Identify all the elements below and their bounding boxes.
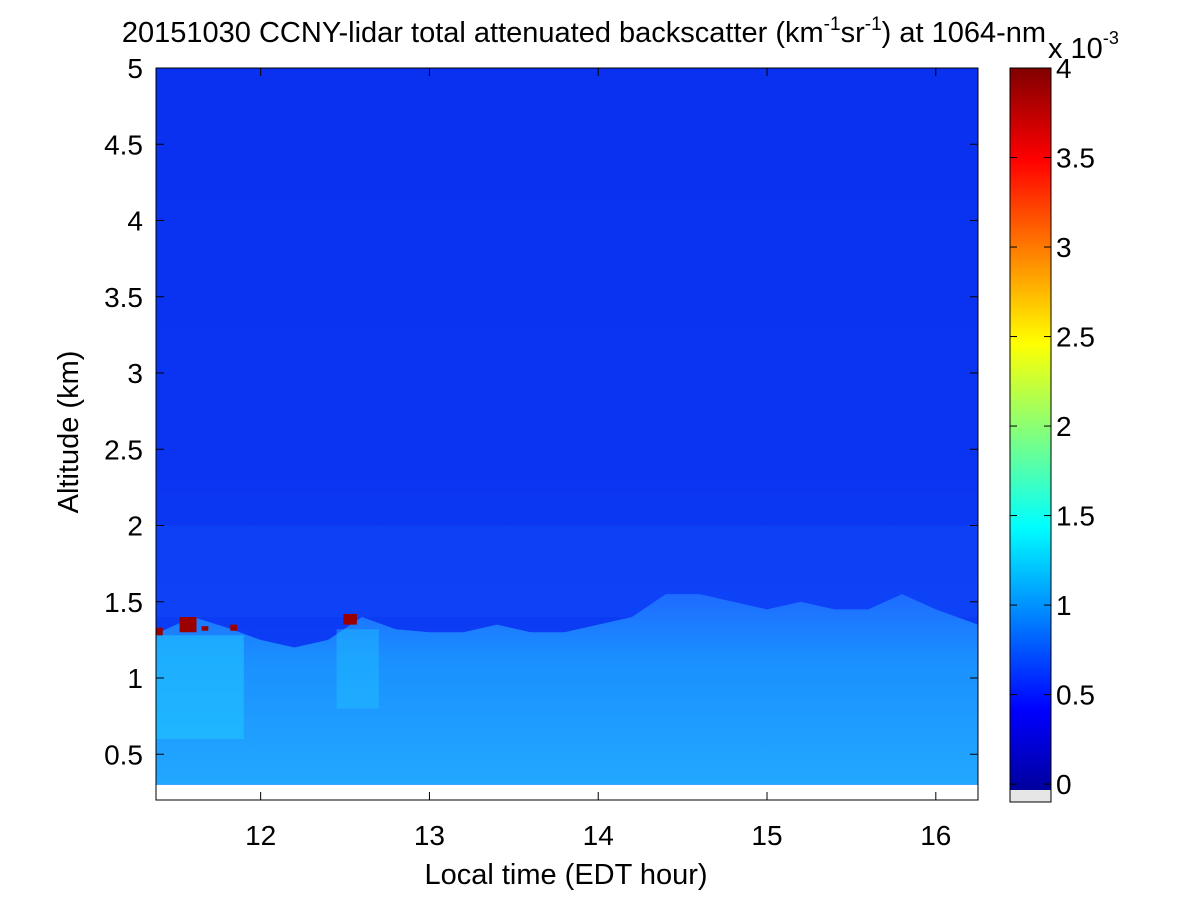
high-backscatter-patch [343,613,357,625]
title-superscript: -1 [865,14,882,35]
x-tick-label: 13 [414,820,445,851]
colorbar-tick-label: 4 [1056,53,1072,84]
colorbar-tick-label: 0 [1056,769,1072,800]
boundary-layer [156,594,978,785]
x-axis: 12 13 14 15 16 [245,68,951,851]
x-tick-label: 15 [751,820,782,851]
y-tick-label: 1.5 [104,587,143,618]
residual-layer-zone [156,525,978,617]
high-backscatter-patch [230,624,238,631]
colorbar-exponent: x 10-3 [1048,28,1119,65]
colorbar-ticks: 0 0.5 1 1.5 2 2.5 3 3.5 4 [1010,53,1095,800]
colorbar-tick-label: 1 [1056,590,1072,621]
colorbar-below-range [1010,790,1051,802]
colorbar: 0 0.5 1 1.5 2 2.5 3 3.5 4 x 10-3 [1009,28,1119,803]
plot-area [155,67,979,801]
y-tick-label: 2 [127,511,143,542]
colorbar-gradient [1010,68,1051,802]
y-tick-label: 0.5 [104,739,143,770]
x-axis-label: Local time (EDT hour) [424,859,707,891]
chart-title: 20151030 CCNY-lidar total attenuated bac… [122,14,1046,49]
colorbar-tick-label: 0.5 [1056,680,1095,711]
x-tick-label: 12 [245,820,276,851]
high-backscatter-patch [201,626,209,631]
y-tick-label: 3 [127,358,143,389]
y-axis-label: Altitude (km) [53,351,85,514]
colorbar-tick-label: 2.5 [1056,322,1095,353]
y-tick-label: 2.5 [104,434,143,465]
high-backscatter-patch [156,627,163,636]
y-tick-label: 4 [127,206,143,237]
colorbar-tick-label: 3 [1056,232,1072,263]
colorbar-tick-label: 3.5 [1056,143,1095,174]
y-tick-label: 3.5 [104,282,143,313]
y-axis: 0.5 1 1.5 2 2.5 3 3.5 4 4.5 5 [104,53,978,770]
colorbar-tick-label: 2 [1056,411,1072,442]
colorbar-frame [1009,67,1052,803]
aerosol-streak [156,635,244,739]
x-tick-label: 16 [920,820,951,851]
y-tick-label: 5 [127,53,143,84]
aerosol-streak [336,629,379,709]
x-tick-label: 14 [583,820,614,851]
y-tick-label: 1 [127,663,143,694]
heatmap [156,68,978,800]
title-superscript: -1 [824,14,841,35]
y-tick-label: 4.5 [104,129,143,160]
no-data-strip [156,784,978,800]
high-backscatter-patch [179,617,197,633]
plot-frame [155,67,979,801]
colorbar-tick-label: 1.5 [1056,501,1095,532]
